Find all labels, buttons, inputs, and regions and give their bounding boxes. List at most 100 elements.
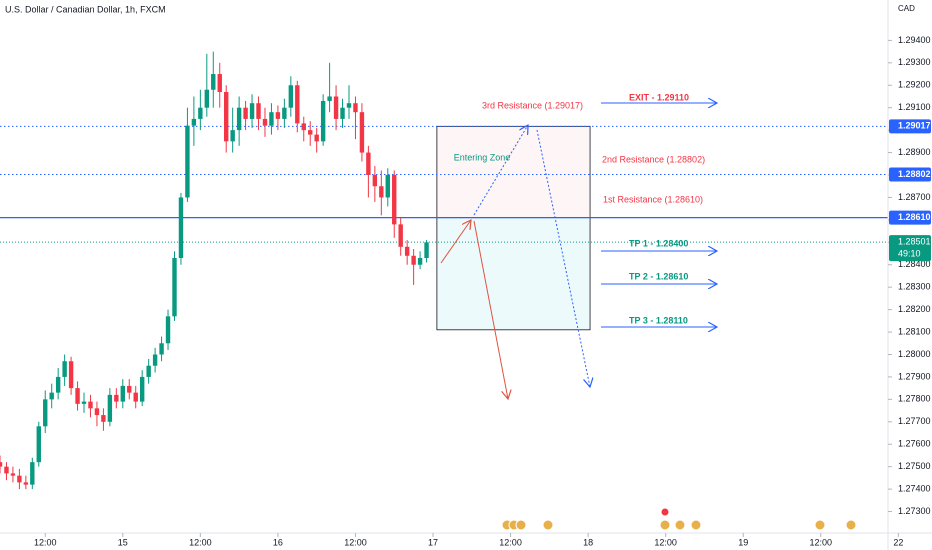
price-tag — [889, 235, 931, 262]
candle-body — [191, 118, 197, 126]
x-tick-label: 12:00 — [654, 537, 677, 547]
candle-body — [36, 426, 41, 463]
target-zone — [436, 217, 591, 331]
tp-label: TP 3 - 1.28110 — [629, 315, 688, 325]
candle-body — [68, 361, 74, 389]
candle-body — [372, 175, 378, 187]
candle-body — [327, 96, 332, 101]
x-tick-label: 19 — [738, 537, 748, 547]
currency-label: CAD — [898, 4, 915, 13]
candle-body — [139, 376, 145, 402]
y-tick-label: 1.29400 — [898, 35, 931, 45]
y-tick-label: 1.27500 — [898, 461, 931, 471]
x-tick-label: 12:00 — [810, 537, 833, 547]
y-tick-label: 1.28000 — [898, 349, 931, 359]
candle-body — [320, 100, 326, 142]
candle-body — [224, 91, 229, 142]
candle-body — [62, 361, 67, 377]
candle-body — [43, 399, 48, 427]
candle-body — [288, 85, 294, 108]
y-tick-label: 1.27600 — [898, 439, 931, 449]
candle-body — [55, 376, 61, 393]
candle-body — [392, 175, 397, 225]
candle-body — [133, 392, 138, 402]
resistance-label: 2nd Resistance (1.28802) — [602, 154, 705, 164]
candle-body — [30, 462, 35, 485]
x-tick-label: 12:00 — [34, 537, 57, 547]
x-tick-label: 12:00 — [499, 537, 522, 547]
candle-body — [165, 316, 171, 344]
annotations: 3rd Resistance (1.29017) 2nd Resistance … — [440, 92, 717, 399]
candle-body — [249, 103, 255, 119]
candle-body — [417, 258, 423, 265]
level-tag — [889, 167, 931, 182]
zone-label: Entering Zone — [454, 152, 511, 162]
countdown-label: 49:10 — [898, 248, 921, 258]
level-tag — [889, 119, 931, 134]
candle-body — [107, 394, 113, 422]
y-tick-label: 1.27400 — [898, 483, 931, 493]
candle-body — [178, 197, 184, 259]
x-tick-label: 15 — [118, 537, 128, 547]
x-tick-label: 22 — [893, 537, 903, 547]
candle-body — [172, 258, 177, 317]
y-tick-label: 1.29200 — [898, 80, 931, 90]
candle-body — [366, 152, 371, 175]
tp-label: TP 1 - 1.28400 — [629, 238, 688, 248]
candle-body — [114, 394, 119, 402]
candle-body — [120, 385, 125, 402]
candle-body — [236, 107, 242, 131]
candle-body — [301, 123, 306, 131]
candle-body — [282, 107, 287, 119]
candle-body — [75, 388, 80, 404]
y-tick-label: 1.27700 — [898, 416, 931, 426]
candle-body — [146, 365, 151, 377]
level-tag-label: 1.29017 — [898, 121, 931, 131]
candle-body — [17, 475, 22, 483]
y-tick-label: 1.28100 — [898, 326, 931, 336]
y-tick-label: 1.27800 — [898, 394, 931, 404]
level-tag-label: 1.28610 — [898, 212, 931, 222]
level-tag — [889, 210, 931, 225]
candle-body — [262, 118, 268, 126]
candle-body — [49, 392, 54, 400]
candle-body — [94, 408, 100, 416]
candle-body — [424, 242, 429, 259]
candle-body — [398, 224, 403, 247]
x-tick-label: 12:00 — [189, 537, 212, 547]
candle-body — [101, 415, 106, 422]
arrow — [473, 125, 528, 216]
candle-body — [333, 96, 339, 119]
y-tick-label: 1.27300 — [898, 506, 931, 516]
candle-body — [243, 107, 248, 119]
arrow — [440, 220, 471, 264]
candle-body — [217, 74, 222, 92]
x-tick-label: 17 — [428, 537, 438, 547]
candle-body — [230, 130, 235, 142]
candle-body — [346, 103, 352, 108]
candle-body — [4, 466, 9, 474]
candle-body — [359, 112, 365, 153]
y-tick-label: 1.29100 — [898, 102, 931, 112]
chart-title: U.S. Dollar / Canadian Dollar, 1h, FXCM — [5, 4, 166, 14]
price-tag-label: 1.28501 — [898, 236, 931, 246]
candle-body — [185, 125, 190, 198]
candle-body — [340, 107, 345, 119]
y-tick-label: 1.28900 — [898, 147, 931, 157]
candle-body — [81, 401, 87, 404]
y-tick-label: 1.27900 — [898, 371, 931, 381]
tp-label: TP 2 - 1.28610 — [629, 271, 688, 281]
y-tick-label: 1.28400 — [898, 259, 931, 269]
candle-body — [127, 385, 132, 393]
arrow — [473, 220, 508, 399]
x-tick-label: 18 — [583, 537, 593, 547]
event-icons — [501, 507, 857, 531]
candle-body — [256, 103, 261, 119]
candle-body — [198, 107, 203, 119]
candle-body — [0, 462, 3, 467]
candle-body — [159, 343, 164, 355]
x-tick-label: 16 — [273, 537, 283, 547]
candle-body — [204, 89, 210, 108]
candle-body — [88, 401, 93, 409]
